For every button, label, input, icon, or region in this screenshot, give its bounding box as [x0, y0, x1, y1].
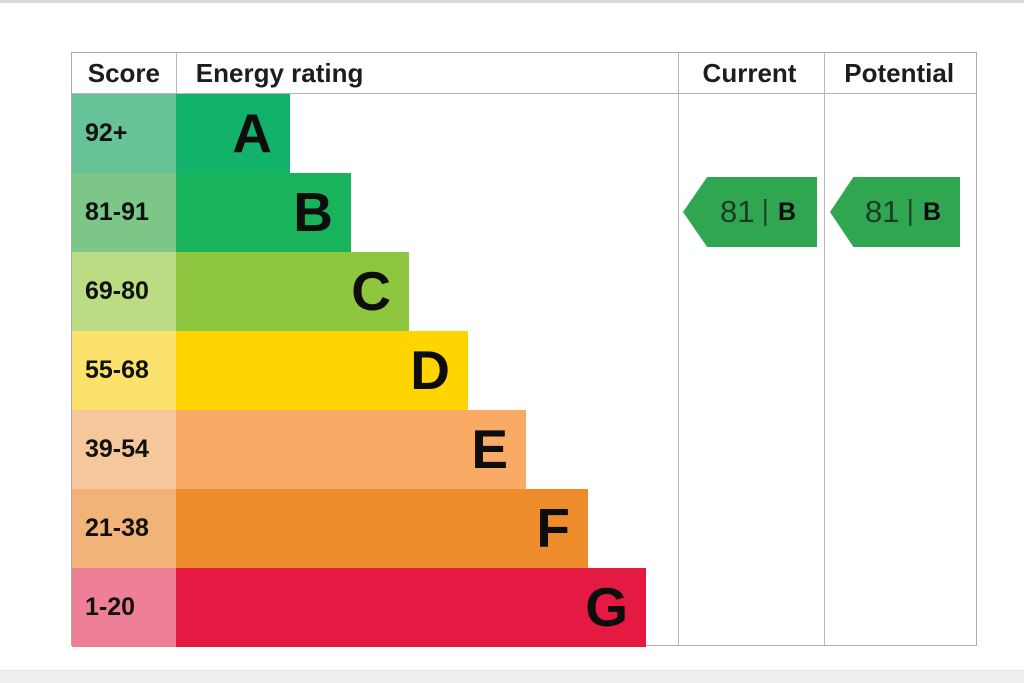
header-energy-rating: Energy rating	[195, 58, 364, 88]
band-letter-bar: D	[176, 331, 468, 410]
score-range: 1-20	[72, 568, 176, 647]
energy-current-divider	[678, 53, 679, 645]
score-column-divider	[176, 53, 177, 94]
band-letter-bar: B	[176, 173, 351, 252]
band-row-a: 92+ A	[72, 94, 976, 173]
table-header-row: Score Energy rating Current Potential	[72, 53, 976, 94]
potential-rating-value: 81	[864, 194, 900, 229]
header-current: Current	[702, 58, 797, 88]
score-range: 69-80	[72, 252, 176, 331]
current-rating-value: 81	[719, 194, 755, 229]
current-potential-divider	[824, 53, 825, 645]
band-letter-bar: G	[176, 568, 646, 647]
band-row-f: 21-38 F	[72, 489, 976, 568]
score-range: 55-68	[72, 331, 176, 410]
band-row-e: 39-54 E	[72, 410, 976, 489]
band-row-d: 55-68 D	[72, 331, 976, 410]
score-range: 92+	[72, 94, 176, 173]
band-letter-bar: E	[176, 410, 526, 489]
band-row-g: 1-20 G	[72, 568, 976, 647]
arrow-divider: |	[761, 194, 769, 227]
band-row-c: 69-80 C	[72, 252, 976, 331]
score-range: 81-91	[72, 173, 176, 252]
band-row-b: 81-91 B	[72, 173, 976, 252]
band-letter-bar: C	[176, 252, 409, 331]
epc-rating-table: Score Energy rating Current Potential 92…	[71, 52, 977, 647]
band-letter-bar: A	[176, 94, 290, 173]
current-rating-band: B	[777, 197, 797, 226]
current-rating-arrow: 81 | B	[683, 177, 817, 247]
header-potential: Potential	[844, 58, 955, 88]
page-top-edge	[0, 0, 1024, 3]
potential-rating-arrow: 81 | B	[830, 177, 960, 247]
score-range: 39-54	[72, 410, 176, 489]
page-bottom-edge	[0, 670, 1024, 683]
potential-rating-band: B	[922, 197, 942, 226]
band-letter-bar: F	[176, 489, 588, 568]
arrow-divider: |	[906, 194, 914, 227]
score-range: 21-38	[72, 489, 176, 568]
header-score: Score	[87, 58, 161, 88]
